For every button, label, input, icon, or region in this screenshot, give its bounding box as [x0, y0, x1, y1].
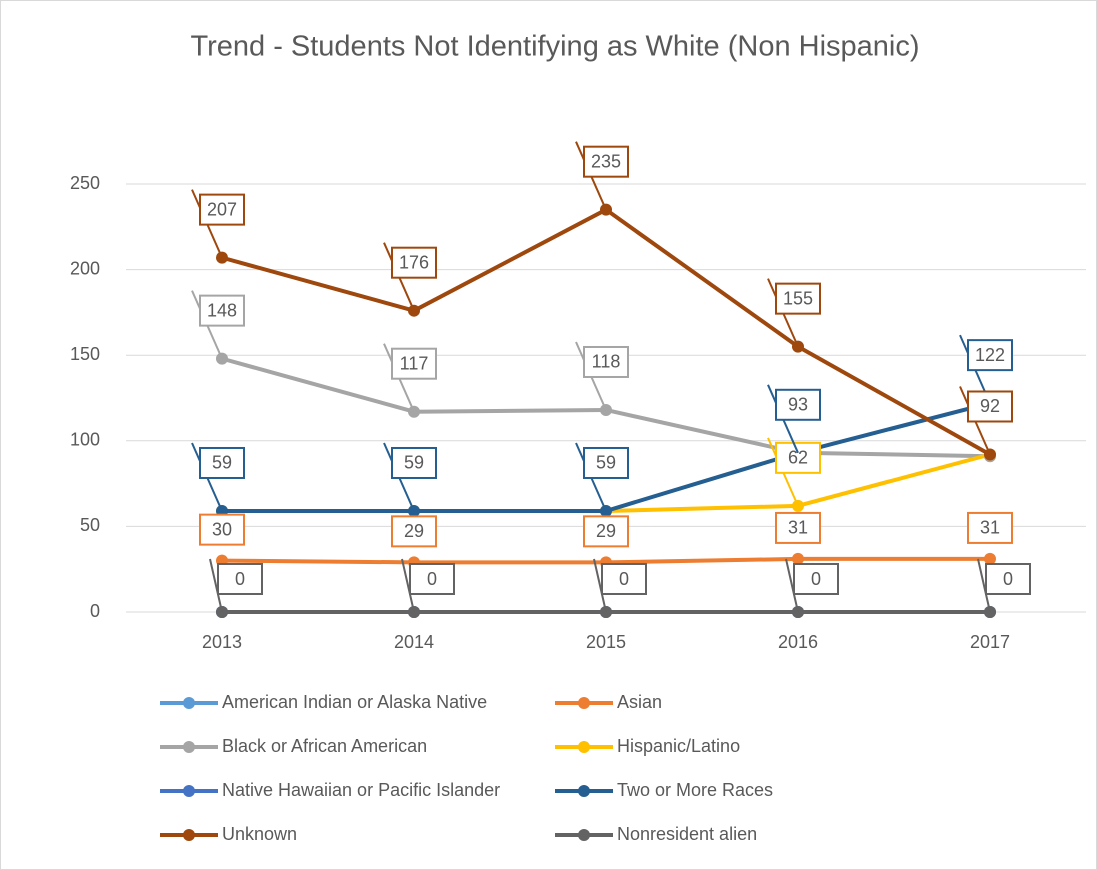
label-box [217, 563, 263, 595]
data-label: 59 [596, 453, 616, 473]
legend-marker [183, 785, 195, 797]
label-box [391, 347, 437, 380]
chart-title: Trend - Students Not Identifying as Whit… [190, 31, 919, 63]
data-label: 30 [212, 519, 232, 539]
x-tick-label: 2013 [202, 632, 242, 652]
legend-label: Black or African American [222, 736, 427, 756]
data-label: 0 [235, 569, 245, 589]
data-label: 0 [427, 569, 437, 589]
data-label: 59 [212, 453, 232, 473]
label-box [775, 511, 821, 544]
label-box [775, 441, 821, 474]
data-label: 176 [399, 252, 429, 272]
label-box [199, 294, 245, 327]
leader-line [209, 558, 223, 613]
label-box [391, 446, 437, 479]
data-label: 118 [592, 352, 621, 372]
label-box [583, 446, 629, 479]
y-tick-label: 150 [70, 344, 100, 364]
legend-label: Unknown [222, 824, 297, 844]
label-box [199, 193, 245, 226]
data-label: 93 [788, 395, 808, 415]
y-tick-label: 100 [70, 430, 100, 450]
data-label: 148 [207, 300, 237, 320]
label-box [601, 563, 647, 595]
label-box [583, 515, 629, 548]
data-label: 0 [1003, 569, 1013, 589]
legend-marker [578, 785, 590, 797]
x-tick-label: 2017 [970, 632, 1010, 652]
data-label: 155 [783, 288, 813, 308]
legend-label: Native Hawaiian or Pacific Islander [222, 780, 500, 800]
x-tick-label: 2014 [394, 632, 434, 652]
leader-line [593, 558, 607, 613]
data-label: 117 [400, 353, 429, 373]
x-tick-label: 2015 [586, 632, 626, 652]
label-box [583, 145, 629, 178]
data-label: 31 [788, 518, 808, 538]
label-box [199, 446, 245, 479]
label-box [391, 515, 437, 548]
data-label: 62 [788, 448, 808, 468]
leader-line [401, 558, 415, 613]
data-label: 31 [980, 518, 1000, 538]
data-label: 0 [619, 569, 629, 589]
data-label: 207 [207, 199, 237, 219]
x-tick-label: 2016 [778, 632, 818, 652]
label-box [967, 390, 1013, 423]
label-box [967, 339, 1013, 372]
leader-line [785, 558, 799, 613]
legend-marker [183, 697, 195, 709]
data-label: 29 [596, 521, 616, 541]
data-label: 235 [591, 151, 621, 171]
legend-label: Nonresident alien [617, 824, 757, 844]
legend-label: Two or More Races [617, 780, 773, 800]
legend-label: American Indian or Alaska Native [222, 692, 487, 712]
legend-label: Hispanic/Latino [617, 736, 740, 756]
label-box [967, 511, 1013, 544]
label-box [199, 513, 245, 546]
data-point [984, 552, 996, 565]
label-box [793, 563, 839, 595]
y-tick-label: 200 [70, 258, 100, 278]
data-point [792, 552, 804, 565]
legend-label: Asian [617, 692, 662, 712]
legend-marker [183, 829, 195, 841]
legend-marker [578, 741, 590, 753]
data-label: 122 [975, 345, 1005, 365]
label-box [583, 345, 629, 378]
y-tick-label: 250 [70, 173, 100, 193]
label-box [775, 282, 821, 315]
legend-marker [578, 829, 590, 841]
label-box [775, 388, 821, 421]
label-box [985, 563, 1031, 595]
legend-marker [183, 741, 195, 753]
label-box [409, 563, 455, 595]
y-tick-label: 0 [90, 601, 100, 621]
legend-marker [578, 697, 590, 709]
data-label: 0 [811, 569, 821, 589]
data-label: 59 [404, 453, 424, 473]
label-box [391, 246, 437, 279]
data-label: 29 [404, 521, 424, 541]
leader-line [977, 558, 991, 613]
y-tick-label: 50 [80, 515, 100, 535]
data-label: 92 [980, 396, 1000, 416]
